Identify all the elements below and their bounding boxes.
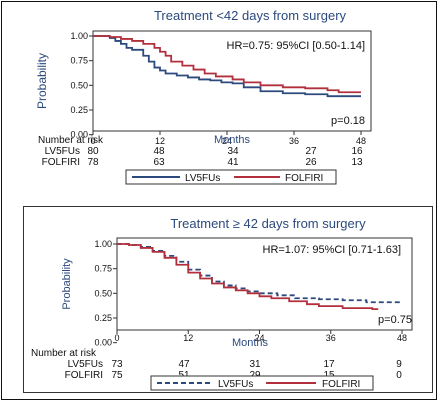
panel-1-legend (125, 169, 337, 185)
risk-value-folfiri: 63 (153, 157, 165, 168)
x-tick-label: 36 (326, 333, 336, 343)
risk-value-lv5fus: 47 (178, 359, 190, 370)
y-tick-label: 0.75 (70, 56, 88, 66)
panel-1-y-ticks: 0.00 0.25 0.50 0.75 1.00 (70, 31, 93, 140)
panel-2-risk-label-lv5fus: LV5FUs (68, 359, 103, 370)
km-curve-lv5fus (93, 35, 361, 98)
risk-value-folfiri: 41 (227, 157, 239, 168)
y-tick-label: 0.75 (94, 264, 112, 274)
panel-2-legend-folfiri: FOLFIRI (322, 379, 360, 390)
y-tick-label: 0.25 (94, 313, 112, 323)
panel-1-risk-label-folfiri: FOLFIRI (42, 157, 80, 168)
risk-value-lv5fus: 17 (323, 359, 335, 370)
panel-2-legend (150, 375, 374, 391)
risk-value-folfiri: 13 (351, 157, 363, 168)
x-tick-label: 12 (183, 333, 193, 343)
panel-1-x-axis-label: Months (214, 134, 251, 146)
panel-1-legend-folfiri: FOLFIRI (285, 173, 323, 184)
panel-1-plot-area (92, 30, 372, 132)
y-tick-label: 0.50 (70, 80, 88, 90)
panel-2-title: Treatment ≥ 42 days from surgery (170, 216, 366, 231)
panel-2-border (23, 206, 433, 393)
risk-value-folfiri: 75 (111, 370, 123, 381)
risk-value-lv5fus: 80 (87, 146, 99, 157)
panel-1-risk-values: 80 48 34 27 16 78 63 41 26 13 (87, 146, 363, 168)
x-tick-label: 36 (289, 136, 299, 146)
panel-2-curves (117, 243, 402, 311)
panel-2-risk-header: Number at risk (31, 348, 97, 359)
risk-value-folfiri: 0 (396, 370, 402, 381)
x-tick-label: 24 (222, 136, 232, 146)
risk-value-lv5fus: 16 (351, 146, 363, 157)
risk-value-lv5fus: 48 (153, 146, 165, 157)
x-tick-label: 0 (90, 136, 95, 146)
risk-value-lv5fus: 31 (249, 359, 261, 370)
y-tick-label: 0.00 (70, 130, 88, 140)
panel-2: Treatment ≥ 42 days from surgery Probabi… (31, 216, 413, 391)
panel-2-p-value: p=0.75 (378, 314, 412, 326)
x-tick-label: 12 (155, 136, 165, 146)
y-tick-label: 0.50 (94, 288, 112, 298)
panel-1-x-ticks: 0 12 24 36 48 (90, 131, 366, 146)
panel-2-y-ticks: 0.00 0.25 0.50 0.75 1.00 (94, 239, 117, 348)
risk-value-lv5fus: 34 (227, 146, 239, 157)
panel-2-plot-area (116, 237, 413, 331)
km-curve-folfiri (93, 35, 361, 94)
risk-value-lv5fus: 73 (111, 359, 123, 370)
panel-1-legend-lv5fus: LV5FUs (185, 173, 220, 184)
risk-value-lv5fus: 9 (396, 359, 402, 370)
panel-1-p-value: p=0.18 (331, 115, 365, 127)
panel-2-hr-text: HR=1.07: 95%CI [0.71-1.63] (263, 244, 402, 256)
x-tick-label: 48 (397, 333, 407, 343)
panel-2-x-ticks: 0 12 24 36 48 (114, 330, 407, 343)
panel-2-y-axis-label: Probability (61, 258, 73, 310)
panel-1-title: Treatment <42 days from surgery (154, 8, 347, 23)
x-tick-label: 0 (114, 333, 119, 343)
risk-value-lv5fus: 27 (305, 146, 317, 157)
panel-1-risk-label-lv5fus: LV5FUs (45, 146, 80, 157)
y-tick-label: 0.00 (94, 338, 112, 348)
x-tick-label: 48 (356, 136, 366, 146)
panel-2-x-axis-label: Months (232, 337, 269, 349)
panel-1-y-axis-label: Probability (35, 53, 49, 109)
panel-1: Treatment <42 days from surgery Probabil… (35, 8, 372, 185)
km-curve-folfiri (117, 243, 379, 311)
risk-value-folfiri: 26 (305, 157, 317, 168)
panel-1-risk-header: Number at risk (38, 135, 104, 146)
panel-1-curves (93, 35, 361, 98)
x-tick-label: 24 (254, 333, 264, 343)
panel-2-risk-label-folfiri: FOLFIRI (65, 370, 103, 381)
y-tick-label: 1.00 (70, 31, 88, 41)
panel-1-hr-text: HR=0.75: 95%CI [0.50-1.14] (227, 40, 366, 52)
risk-value-folfiri: 78 (87, 157, 99, 168)
panel-2-legend-lv5fus: LV5FUs (218, 379, 253, 390)
y-tick-label: 1.00 (94, 239, 112, 249)
y-tick-label: 0.25 (70, 105, 88, 115)
